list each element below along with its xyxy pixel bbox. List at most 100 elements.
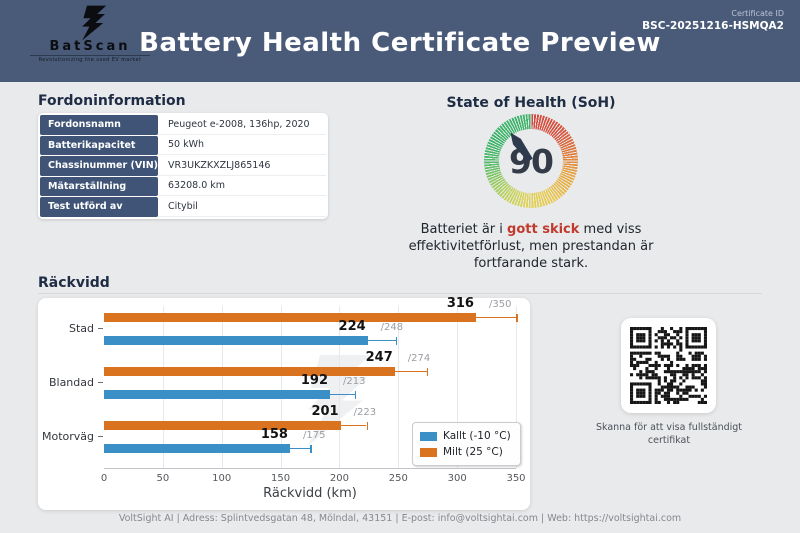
vehicle-info-value: Peugeot e-2008, 136hp, 2020 (158, 115, 326, 135)
range-bar (104, 336, 368, 345)
xaxis-tick-label: 50 (156, 473, 170, 484)
soh-description: Batteriet är i gott skick med viss effek… (406, 221, 656, 272)
vehicle-info-row: Test utförd av Citybil (40, 197, 326, 217)
vehicle-info-value: 63208.0 km (158, 176, 326, 196)
x-axis-line (104, 468, 516, 469)
range-bar (104, 421, 341, 430)
whisker-cap (395, 336, 398, 345)
whisker-line (475, 316, 516, 318)
vehicle-info-value: Citybil (158, 197, 326, 217)
vehicle-info-heading: Fordoninformation (38, 93, 186, 109)
brand-tagline: Revolutionizing the used EV market (30, 55, 150, 63)
gridline (221, 306, 223, 468)
header: BatScan Revolutionizing the used EV mark… (0, 0, 800, 82)
gridline (457, 306, 459, 468)
bar-max-label: /248 (380, 322, 404, 333)
certificate-id-label: Certificate ID (731, 9, 784, 18)
range-heading: Räckvidd (38, 275, 110, 291)
range-bar (104, 390, 330, 399)
vehicle-info-label: Batterikapacitet (40, 135, 158, 155)
gridline (516, 306, 517, 468)
bar-value-label: 201 (311, 404, 339, 419)
qr-card (621, 318, 716, 413)
range-chart: 0 50 100 150 200 250 300 350 Stad 316/350 224/248 B… (38, 296, 530, 510)
legend-item: Kallt (-10 °C) (420, 428, 511, 444)
chart-plot-area: 0 50 100 150 200 250 300 350 Stad 316/350 224/248 B… (42, 296, 526, 484)
bar-value-label: 316 (446, 296, 474, 311)
vehicle-info-value: VR3UKZKXZLJ865146 (158, 156, 326, 176)
brand-name: BatScan (49, 39, 131, 54)
whisker-cap (366, 421, 368, 430)
xaxis-tick-label: 250 (388, 473, 408, 484)
bar-value-label: 192 (300, 373, 328, 388)
whisker-line (340, 424, 367, 426)
soh-gauge: 90 (484, 114, 578, 208)
soh-gauge-needle-icon (510, 132, 533, 162)
bar-max-label: /274 (407, 353, 431, 364)
xaxis-tick-label: 300 (447, 473, 467, 484)
soh-status-highlight: gott skick (507, 222, 580, 237)
vehicle-info-label: Test utförd av (40, 197, 158, 217)
category-tick (98, 382, 103, 383)
soh-description-suffix: med viss effektivitetförlust, men presta… (408, 222, 654, 271)
whisker-line (330, 393, 355, 395)
range-bar (104, 367, 395, 376)
vehicle-info-value: 50 kWh (158, 135, 326, 155)
chart-legend: Kallt (-10 °C) Milt (25 °C) (412, 422, 521, 466)
range-bar (104, 313, 476, 322)
bar-max-label: /175 (302, 430, 326, 441)
vehicle-info-table: Fordonsnamn Peugeot e-2008, 136hp, 2020 Ba… (38, 113, 328, 219)
batscan-bolt-icon (82, 5, 107, 41)
xaxis-tick-label: 100 (212, 473, 232, 484)
gridline (162, 306, 164, 468)
bar-max-label: /213 (343, 376, 366, 387)
soh-description-prefix: Batteriet är i (420, 222, 508, 237)
chart-xaxis-title: Räckvidd (km) (263, 486, 357, 501)
legend-label: Kallt (-10 °C) (443, 430, 511, 442)
vehicle-info-row: Mätarställning 63208.0 km (40, 176, 326, 196)
qr-caption: Skanna för att visa fullständigt certifi… (595, 422, 743, 446)
whisker-cap (516, 313, 518, 322)
whisker-cap (354, 390, 357, 399)
bar-value-label: 158 (260, 427, 288, 442)
bar-max-label: /350 (488, 299, 512, 310)
vehicle-info-row: Fordonsnamn Peugeot e-2008, 136hp, 2020 (40, 115, 326, 135)
xaxis-tick-label: 350 (506, 473, 526, 484)
vehicle-info-label: Chassinummer (VIN) (40, 156, 158, 176)
certificate-id-value: BSC-20251216-HSMQA2 (642, 20, 784, 32)
soh-heading: State of Health (SoH) (446, 95, 616, 111)
vehicle-info-label: Fordonsnamn (40, 115, 158, 135)
whisker-line (289, 447, 310, 449)
certificate-id-block: Certificate ID BSC-20251216-HSMQA2 (642, 9, 784, 32)
xaxis-tick-label: 200 (329, 473, 349, 484)
gridline (398, 306, 400, 468)
gridline (280, 306, 282, 468)
bar-value-label: 247 (365, 350, 393, 365)
category-tick (98, 436, 103, 437)
whisker-line (394, 370, 427, 372)
vehicle-info-label: Mätarställning (40, 176, 158, 196)
category-label: Stad (68, 322, 94, 335)
vehicle-info-row: Chassinummer (VIN) VR3UKZKXZLJ865146 (40, 156, 326, 176)
legend-item: Milt (25 °C) (420, 444, 511, 460)
bar-max-label: /223 (353, 407, 377, 418)
section-divider (38, 293, 762, 294)
bar-value-label: 224 (338, 319, 366, 334)
legend-swatch (420, 431, 437, 441)
vehicle-info-row: Batterikapacitet 50 kWh (40, 135, 326, 155)
category-label: Motorväg (41, 430, 94, 443)
range-bar (104, 444, 290, 453)
whisker-cap (426, 367, 429, 376)
gridline (339, 306, 341, 468)
footer-text: VoltSight AI | Adress: Splintvedsgatan 4… (118, 513, 682, 524)
xaxis-tick-label: 150 (271, 473, 291, 484)
legend-label: Milt (25 °C) (443, 446, 503, 458)
xaxis-tick-label: 0 (100, 473, 108, 484)
qr-code (630, 327, 707, 404)
page-title: Battery Health Certificate Preview (139, 28, 661, 58)
whisker-cap (310, 444, 312, 453)
logo: BatScan Revolutionizing the used EV mark… (30, 5, 150, 63)
legend-swatch (420, 447, 437, 457)
category-tick (98, 328, 103, 329)
